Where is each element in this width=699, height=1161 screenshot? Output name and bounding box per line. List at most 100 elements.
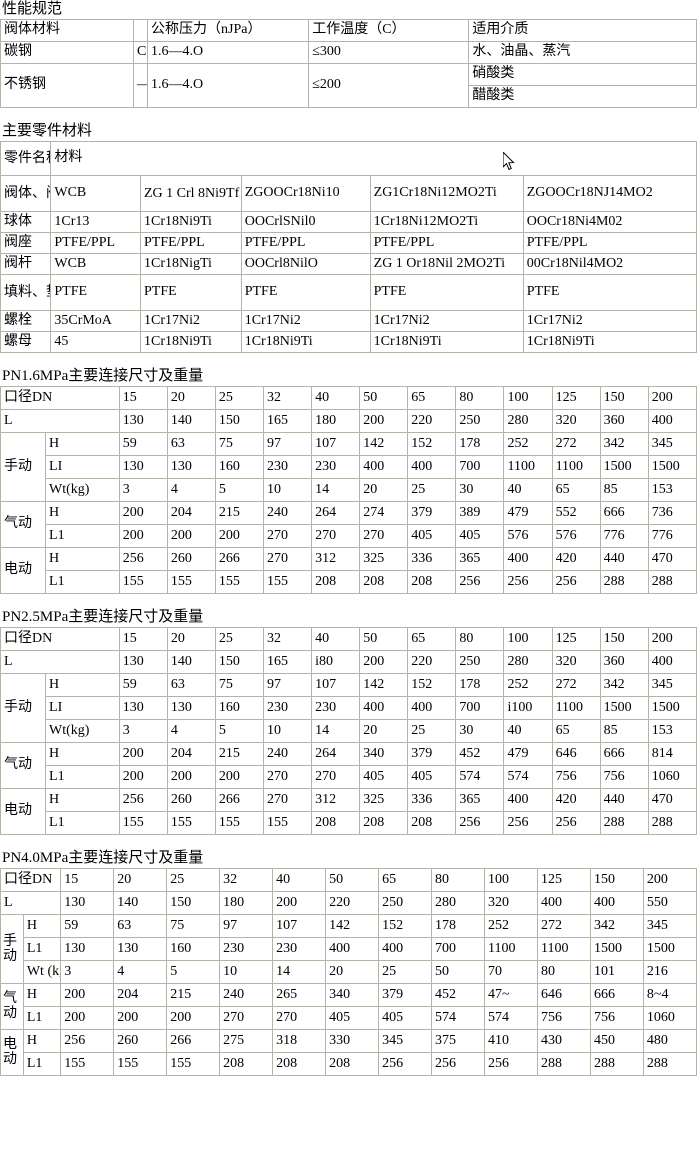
cell-measure-value: 200 [166, 524, 216, 548]
cell-measure-value: 155 [166, 1052, 221, 1076]
cell-measure-value: 14 [311, 719, 361, 743]
cell-material-3: PTFE/PPL [240, 232, 371, 254]
cell-dn-value: 50 [359, 627, 409, 651]
group-label-manual: 手动 [0, 432, 47, 502]
table-row: 手动 H 59 63 75 97 107 142 152 178 252 272 342 345 [0, 432, 698, 502]
cell-measure-value: 252 [503, 673, 553, 697]
cell-measure-value: 260 [166, 788, 216, 812]
cell-length-value: 130 [118, 409, 168, 433]
cell-length-value: 320 [551, 409, 601, 433]
cell-length-value: 550 [642, 891, 698, 915]
cell-measure-value: 375 [431, 1029, 485, 1053]
cell-dn-value: 32 [219, 868, 274, 892]
cell-measure-value: 342 [589, 914, 644, 938]
cell-length-value: 140 [166, 409, 216, 433]
cell-measure-value: 756 [599, 765, 649, 789]
cell-measure-value: 256 [455, 811, 505, 835]
row-label-h: H [45, 547, 120, 571]
cell-dn-value: 32 [263, 627, 313, 651]
cell-dn-value: 32 [263, 386, 313, 410]
cell-measure-value: 59 [118, 432, 168, 456]
cell-length-value: 165 [263, 650, 313, 674]
cell-measure-value: 230 [263, 455, 313, 479]
cell-part-name: 阀座 [0, 232, 52, 254]
cell-measure-value: 379 [407, 501, 457, 525]
row-label-h: H [45, 501, 120, 525]
cell-measure-value: 208 [407, 811, 457, 835]
cell-measure-value: 264 [311, 742, 361, 766]
cell-material-2: 1Cr18Ni9Ti [140, 211, 242, 233]
cell-dn-value: 150 [599, 627, 649, 651]
cell-length-value: 220 [407, 409, 457, 433]
table-row: Wt(kg) 3 4 5 10 14 20 25 30 40 65 85 153 [1, 719, 698, 743]
cell-measure-value: 288 [599, 811, 649, 835]
cell-measure-value: 208 [407, 570, 457, 594]
cell-measure-value: 208 [311, 570, 361, 594]
cell-length-value: 200 [272, 891, 327, 915]
table-header-row: 口径DN 15 20 25 32 40 50 65 80 100 125 150 200 [0, 386, 698, 410]
cell-length-value: 360 [599, 409, 649, 433]
table-row: 电动 H 256 260 266 275 318 330 345 375 410 430 450 480 [0, 1029, 698, 1076]
cell-measure-value: 342 [599, 432, 649, 456]
cell-measure-value: 50 [431, 960, 485, 984]
cell-measure-value: 152 [407, 432, 457, 456]
table-header-row: 口径DN 15 20 25 32 40 50 65 80 100 125 150 200 [0, 868, 698, 892]
header-diameter-dn: 口径DN [0, 386, 120, 410]
cell-dn-value: 20 [166, 627, 216, 651]
row-label-length: L [0, 409, 120, 433]
table-row: L 130 140 150 165 180 200 220 250 280 320 360 400 [0, 409, 698, 433]
cell-material-4: PTFE/PPL [369, 232, 524, 254]
cell-measure-value: 107 [272, 914, 327, 938]
cell-measure-value: 20 [359, 719, 409, 743]
cell-dn-value: 40 [311, 386, 361, 410]
cell-measure-value: 107 [311, 673, 361, 697]
cell-measure-value: 85 [599, 478, 649, 502]
cell-dn-value: 100 [484, 868, 538, 892]
cell-material-3: 1Cr18Ni9Ti [240, 331, 371, 353]
cell-measure-value: 342 [599, 673, 649, 697]
cell-dn-value: 65 [407, 627, 457, 651]
cell-pressure: 1.6—4.O [147, 41, 310, 64]
cell-dn-value: 100 [503, 627, 553, 651]
table-row: L1 155 155 155 208 208 208 256 256 256 288 288 288 [1, 1052, 698, 1076]
cell-measure-value: 1500 [599, 696, 649, 720]
cell-measure-value: 389 [455, 501, 505, 525]
cell-measure-value: 405 [407, 765, 457, 789]
cell-measure-value: 420 [551, 547, 601, 571]
cell-measure-value: 776 [599, 524, 649, 548]
cell-length-value: 150 [214, 409, 265, 433]
cell-measure-value: 272 [536, 914, 591, 938]
cell-mark: — [132, 63, 149, 108]
cell-measure-value: 215 [214, 742, 265, 766]
cell-measure-value: 470 [647, 788, 698, 812]
cell-measure-value: 97 [219, 914, 274, 938]
cell-material-3: OOCrl8NilO [240, 253, 371, 275]
cell-measure-value: 256 [551, 570, 601, 594]
cell-measure-value: 266 [214, 547, 265, 571]
header-applicable-media: 适用介质 [468, 19, 697, 42]
cell-measure-value: 63 [166, 432, 216, 456]
cell-measure-value: 312 [311, 788, 361, 812]
cell-measure-value: 208 [325, 1052, 380, 1076]
cell-measure-value: 325 [359, 547, 409, 571]
cell-dn-value: 25 [214, 627, 265, 651]
cell-measure-value: 430 [536, 1029, 591, 1053]
cell-dn-value: 50 [359, 386, 409, 410]
section-spacer [0, 353, 699, 367]
cell-measure-value: 178 [455, 432, 505, 456]
cell-measure-value: 275 [219, 1029, 274, 1053]
cell-measure-value: 400 [503, 547, 553, 571]
cell-measure-value: 646 [551, 742, 601, 766]
cell-length-value: 140 [113, 891, 168, 915]
cell-measure-value: 107 [311, 432, 361, 456]
table-row: 螺栓 35CrMoA 1Cr17Ni2 1Cr17Ni2 1Cr17Ni2 1C… [0, 310, 698, 332]
cell-measure-value: 75 [214, 673, 265, 697]
cell-measure-value: 20 [325, 960, 380, 984]
cell-measure-value: 14 [272, 960, 327, 984]
cell-material-1: 35CrMoA [50, 310, 141, 332]
cell-measure-value: 666 [599, 742, 649, 766]
cell-material-1: WCB [50, 253, 141, 275]
header-material: 材料 [50, 141, 697, 176]
cell-measure-value: 40 [503, 478, 553, 502]
